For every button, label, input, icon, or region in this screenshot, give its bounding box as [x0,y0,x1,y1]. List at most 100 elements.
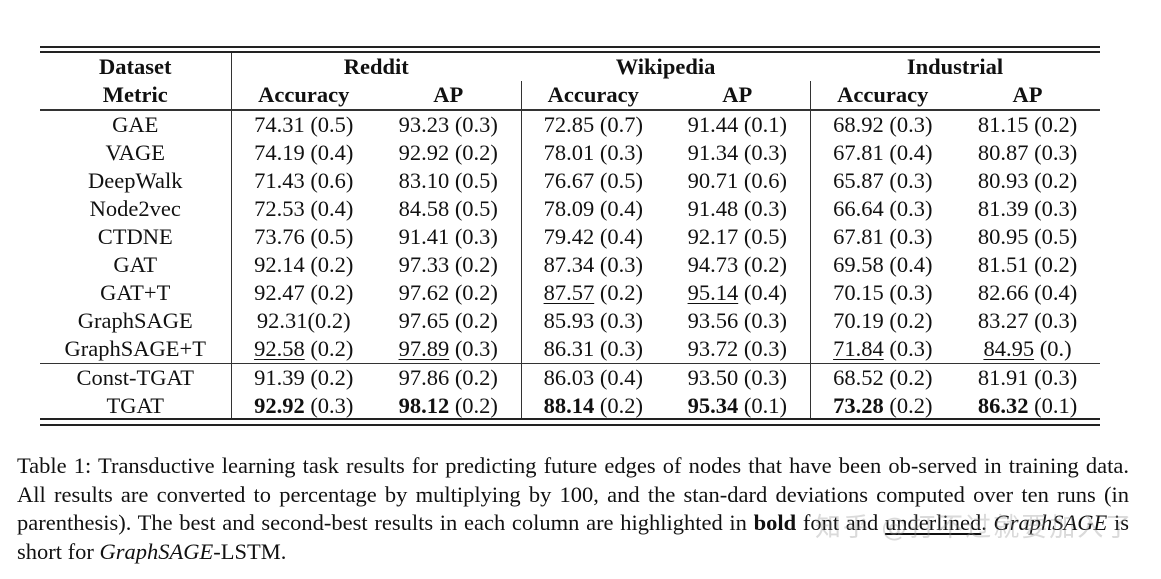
result-value: 67.81 [833,140,884,165]
result-cell: 81.91 (0.3) [955,364,1100,393]
result-cell: 81.15 (0.2) [955,110,1100,139]
result-value: 92.92 [398,140,450,165]
result-cell: 66.64 (0.3) [809,195,956,223]
result-std: (0.2) [1034,112,1078,137]
result-value: 91.48 [687,196,739,221]
result-cell: 85.93 (0.3) [520,307,666,335]
result-std: (0.3) [889,224,933,249]
result-value: 71.84 [833,336,884,361]
result-std: (0.3) [599,140,643,165]
result-std: (0.5) [743,224,787,249]
result-value: 66.64 [833,196,884,221]
result-value: 86.32 [977,393,1029,418]
result-cell: 87.34 (0.3) [520,251,666,279]
result-value: 92.92 [254,393,305,418]
method-name: Node2vec [40,195,232,223]
result-cell: 87.57 (0.2) [520,279,666,307]
result-std: (0.4) [889,252,933,277]
table-row: GAT+T 92.47 (0.2) 97.62 (0.2) 87.57 (0.2) 95… [40,279,1100,307]
result-value: 91.34 [687,140,739,165]
result-cell: 80.93 (0.2) [955,167,1100,195]
result-value: 95.34 [687,393,739,418]
result-value: 83.27 [977,308,1029,333]
result-std: (0.1) [743,393,787,418]
result-std: (0.2) [889,308,933,333]
result-value: 85.93 [543,308,595,333]
result-std: (0.3) [599,336,643,361]
method-name: GraphSAGE+T [40,335,232,364]
result-value: 92.14 [254,252,305,277]
result-value: 98.12 [398,393,450,418]
result-value: 73.28 [833,393,884,418]
result-cell: 84.58 (0.5) [376,195,521,223]
result-cell: 67.81 (0.4) [809,139,956,167]
result-cell: 93.23 (0.3) [376,110,521,139]
result-cell: 79.42 (0.4) [520,223,666,251]
result-std: (0.3) [743,196,787,221]
result-value: 93.23 [398,112,450,137]
result-cell: 74.19 (0.4) [231,139,376,167]
result-cell: 80.87 (0.3) [955,139,1100,167]
result-std: (0.3) [599,308,643,333]
method-name: GAT+T [40,279,232,307]
caption-bold-word: bold [753,510,797,535]
result-std: (0.3) [743,140,787,165]
method-name: Const-TGAT [40,363,232,392]
result-cell: 76.67 (0.5) [520,167,666,195]
result-std: (0.4) [599,196,643,221]
result-value: 97.33 [398,252,450,277]
result-value: 97.62 [398,280,450,305]
result-value: 84.58 [398,196,450,221]
metric-wikipedia-accuracy: Accuracy [520,81,666,110]
result-cell: 92.92 (0.3) [231,392,376,420]
result-std: (0.4) [889,140,933,165]
result-cell: 92.31(0.2) [231,307,376,335]
results-table-body: GAE 74.31 (0.5) 93.23 (0.3) 72.85 (0.7) 91.4… [40,110,1101,420]
result-cell: 86.32 (0.1) [955,392,1100,420]
metric-industrial-accuracy: Accuracy [809,81,956,110]
result-cell: 74.31 (0.5) [231,110,376,139]
result-std: (0.) [1039,336,1072,361]
result-cell: 82.66 (0.4) [955,279,1100,307]
caption-text-5: -LSTM. [213,538,287,564]
result-cell: 83.27 (0.3) [955,307,1100,335]
result-std: (0.2) [454,393,498,418]
result-cell: 68.52 (0.2) [809,363,956,392]
result-std: (0.2) [454,140,498,165]
dataset-industrial: Industrial [906,54,1004,79]
table-row: GraphSAGE 92.31(0.2) 97.65 (0.2) 85.93 (0.3… [40,307,1100,335]
result-std: (0.3) [743,365,787,390]
result-cell: 92.58 (0.2) [231,335,376,364]
result-cell: 91.48 (0.3) [665,195,810,223]
result-value: 87.34 [543,252,595,277]
result-value: 74.31 [254,112,305,137]
result-value: 93.50 [687,365,739,390]
metric-header-row: Metric Accuracy AP Accuracy AP Accuracy … [40,81,1101,110]
dataset-label: Dataset [40,53,232,81]
result-std: (0.2) [1034,252,1078,277]
result-std: (0.1) [743,112,787,137]
result-value: 67.81 [833,224,884,249]
result-std: (0.2) [454,365,498,390]
result-value: 93.56 [687,308,739,333]
result-value: 84.95 [983,336,1035,361]
result-std: (0.4) [599,224,643,249]
result-std: (0.3) [889,112,933,137]
result-cell: 78.01 (0.3) [520,139,666,167]
result-value: 97.89 [398,336,450,361]
result-std: (0.2) [310,336,354,361]
result-std: (0.6) [743,168,787,193]
result-cell: 95.14 (0.4) [665,279,810,307]
result-std: (0.2) [889,393,933,418]
result-std: (0.3) [1034,196,1078,221]
result-value: 90.71 [687,168,739,193]
result-value: 92.17 [687,224,739,249]
result-cell: 93.50 (0.3) [665,364,810,393]
result-value: 93.72 [687,336,739,361]
result-value: 92.58 [254,336,305,361]
metric-label: Metric [40,81,232,110]
result-cell: 91.39 (0.2) [231,364,376,393]
result-std: (0.4) [310,140,354,165]
result-cell: 70.19 (0.2) [809,307,956,335]
result-value: 91.41 [398,224,450,249]
